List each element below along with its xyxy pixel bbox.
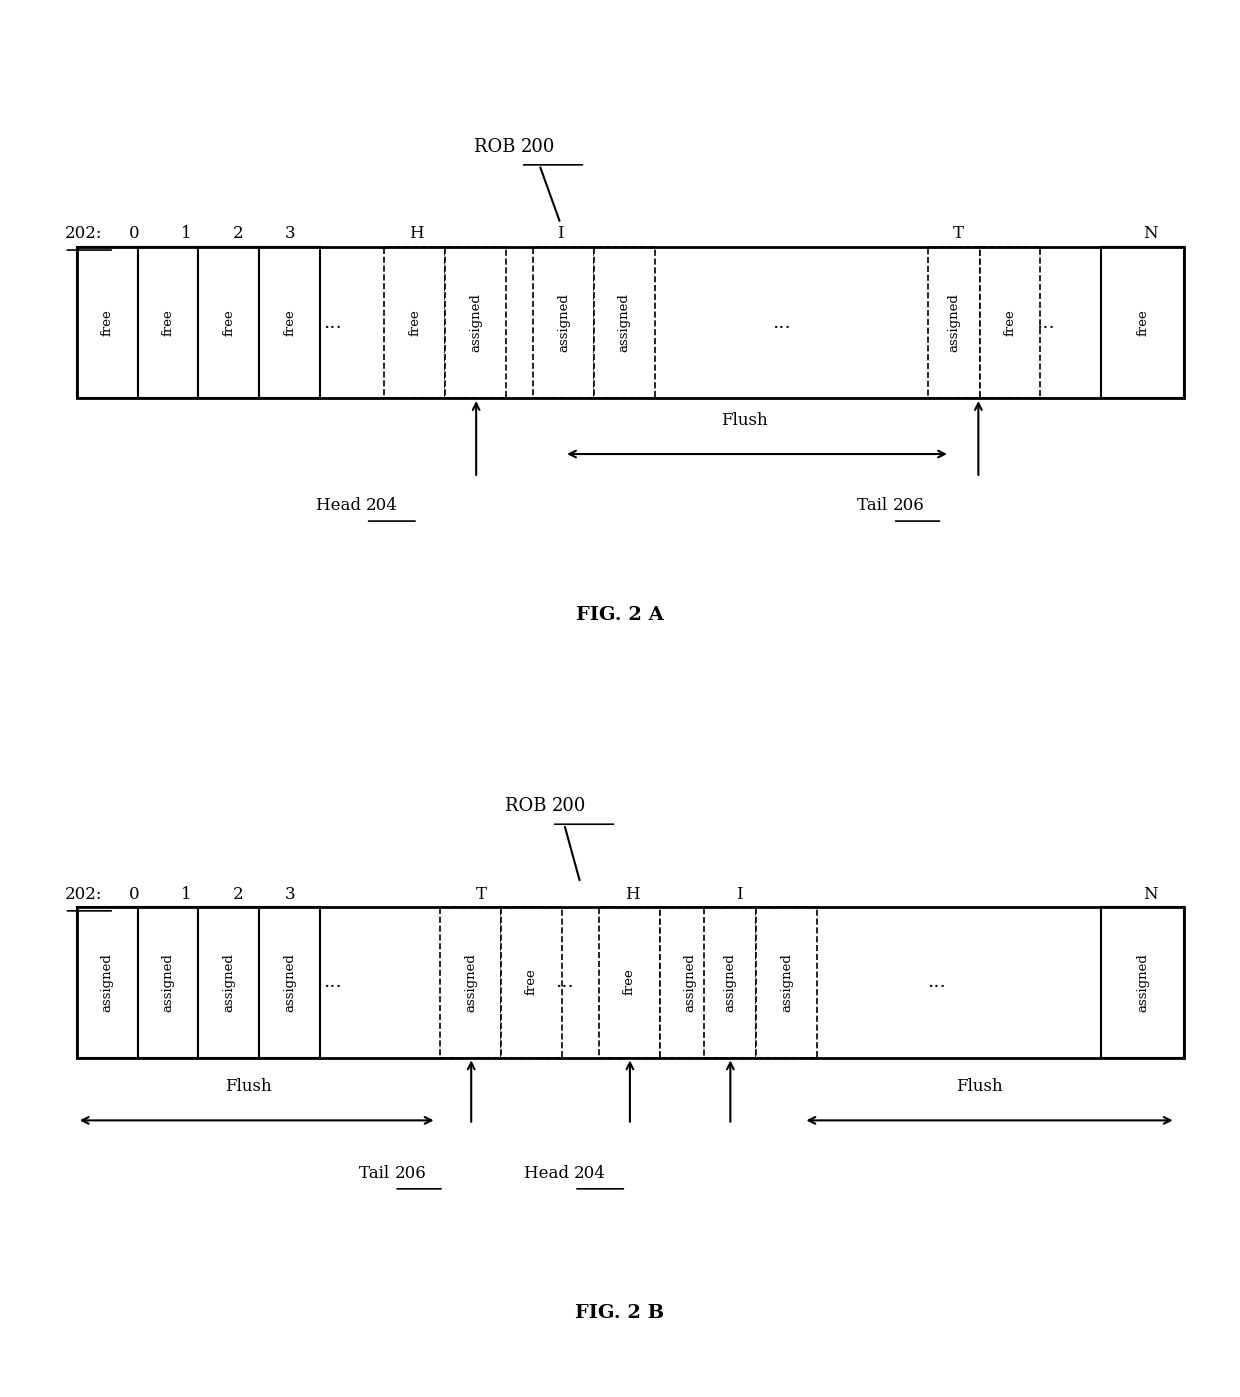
Text: 204: 204 <box>366 497 398 514</box>
Text: ...: ... <box>322 974 342 990</box>
Text: ROB: ROB <box>505 798 552 814</box>
Text: 206: 206 <box>893 497 925 514</box>
Text: 0: 0 <box>129 886 139 902</box>
Text: ...: ... <box>926 974 946 990</box>
Text: FIG. 2 B: FIG. 2 B <box>575 1305 665 1322</box>
Bar <box>445 247 506 398</box>
Text: N: N <box>1143 225 1158 242</box>
Bar <box>501 907 562 1058</box>
Text: T: T <box>476 886 486 902</box>
Text: FIG. 2 A: FIG. 2 A <box>577 606 663 623</box>
Text: free: free <box>1003 309 1017 337</box>
Bar <box>980 247 1040 398</box>
Text: Head: Head <box>315 497 366 514</box>
Text: assigned: assigned <box>724 953 737 1011</box>
Bar <box>533 247 594 398</box>
Text: ROB: ROB <box>474 138 521 155</box>
Bar <box>928 247 980 398</box>
Bar <box>77 247 1184 398</box>
Text: assigned: assigned <box>947 293 960 352</box>
Text: assigned: assigned <box>557 293 570 352</box>
Text: Tail: Tail <box>857 497 893 514</box>
Text: 1: 1 <box>181 886 191 902</box>
Text: 200: 200 <box>552 798 587 814</box>
Bar <box>440 907 501 1058</box>
Text: T: T <box>954 225 963 242</box>
Text: assigned: assigned <box>780 953 794 1011</box>
Text: H: H <box>625 886 640 902</box>
Text: H: H <box>409 225 424 242</box>
Text: free: free <box>161 309 175 337</box>
Bar <box>259 247 320 398</box>
Text: free: free <box>222 309 236 337</box>
Text: 3: 3 <box>285 225 295 242</box>
Text: 2: 2 <box>233 886 243 902</box>
Bar <box>1101 247 1184 398</box>
Text: Head: Head <box>523 1165 574 1182</box>
Bar <box>77 907 1184 1058</box>
Text: assigned: assigned <box>161 953 175 1011</box>
Bar <box>138 907 198 1058</box>
Bar <box>77 907 138 1058</box>
Text: 3: 3 <box>285 886 295 902</box>
Text: ...: ... <box>322 314 342 331</box>
Text: N: N <box>1143 886 1158 902</box>
Text: 1: 1 <box>181 225 191 242</box>
Text: free: free <box>408 309 422 337</box>
Text: 2: 2 <box>233 225 243 242</box>
Text: assigned: assigned <box>618 293 631 352</box>
Text: 206: 206 <box>394 1165 427 1182</box>
Text: assigned: assigned <box>100 953 114 1011</box>
Text: free: free <box>1136 309 1149 337</box>
Bar <box>198 247 259 398</box>
Text: assigned: assigned <box>683 953 697 1011</box>
Text: assigned: assigned <box>222 953 236 1011</box>
Text: 202:: 202: <box>64 886 102 902</box>
Text: ...: ... <box>554 974 574 990</box>
Text: assigned: assigned <box>464 953 477 1011</box>
Text: Flush: Flush <box>720 412 768 429</box>
Text: I: I <box>735 886 743 902</box>
Bar <box>1101 907 1184 1058</box>
Bar <box>704 907 756 1058</box>
Bar <box>198 907 259 1058</box>
Text: free: free <box>100 309 114 337</box>
Text: assigned: assigned <box>469 293 482 352</box>
Text: assigned: assigned <box>1136 953 1149 1011</box>
Text: 200: 200 <box>521 138 556 155</box>
Bar <box>138 247 198 398</box>
Text: assigned: assigned <box>283 953 296 1011</box>
Text: ...: ... <box>1035 314 1055 331</box>
Text: ...: ... <box>771 314 791 331</box>
Text: free: free <box>622 968 636 996</box>
Bar <box>594 247 655 398</box>
Text: 202:: 202: <box>64 225 102 242</box>
Text: Flush: Flush <box>224 1078 272 1095</box>
Bar <box>259 907 320 1058</box>
Text: Flush: Flush <box>956 1078 1003 1095</box>
Bar <box>660 907 720 1058</box>
Text: 204: 204 <box>574 1165 606 1182</box>
Text: free: free <box>525 968 538 996</box>
Bar <box>77 247 138 398</box>
Text: 0: 0 <box>129 225 139 242</box>
Bar <box>384 247 445 398</box>
Bar <box>756 907 817 1058</box>
Text: I: I <box>557 225 564 242</box>
Text: Tail: Tail <box>358 1165 394 1182</box>
Bar <box>599 907 660 1058</box>
Text: free: free <box>283 309 296 337</box>
